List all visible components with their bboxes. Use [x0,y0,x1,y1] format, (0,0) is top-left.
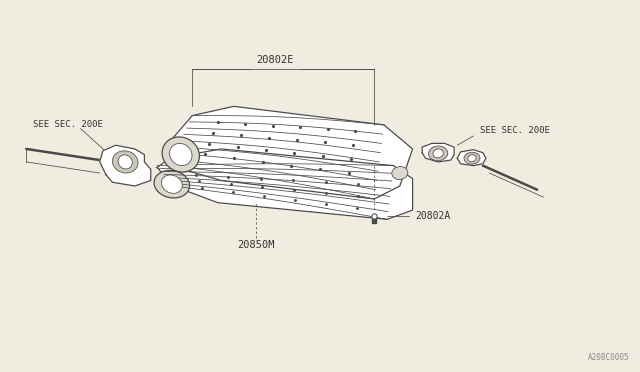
Text: 20850M: 20850M [237,240,275,250]
Polygon shape [170,106,413,199]
Ellipse shape [392,167,408,180]
Ellipse shape [468,155,476,162]
Ellipse shape [154,170,189,198]
Text: SEE SEC. 200E: SEE SEC. 200E [33,121,102,129]
Text: SEE SEC. 200E: SEE SEC. 200E [479,126,550,135]
Text: 20802E: 20802E [257,55,294,65]
Ellipse shape [429,146,448,161]
Ellipse shape [433,149,444,158]
Text: 20802A: 20802A [416,211,451,221]
Ellipse shape [113,151,138,173]
Polygon shape [100,145,151,186]
Polygon shape [458,150,486,166]
Ellipse shape [464,152,480,164]
Ellipse shape [162,137,200,172]
Text: A208C0005: A208C0005 [588,353,630,362]
Polygon shape [422,143,454,162]
Ellipse shape [118,155,132,169]
Ellipse shape [170,144,192,166]
Ellipse shape [161,175,182,193]
Polygon shape [157,149,413,219]
